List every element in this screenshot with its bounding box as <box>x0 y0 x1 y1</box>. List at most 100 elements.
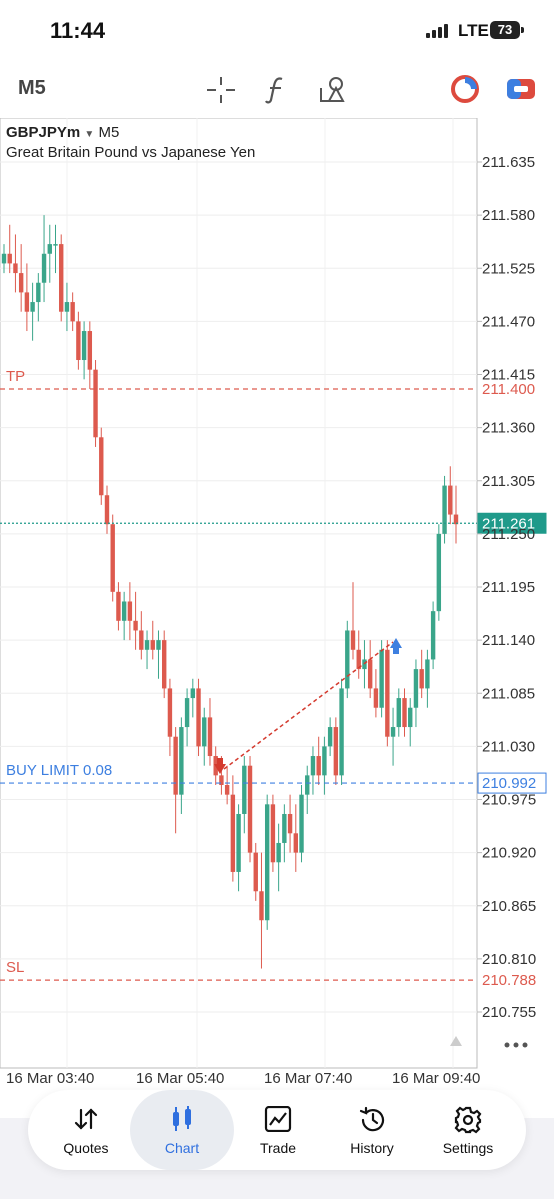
candle-body <box>59 244 64 312</box>
candle-body <box>167 688 173 737</box>
candle <box>81 321 87 380</box>
price-tick-label: 211.030 <box>482 738 535 755</box>
sl-price-box <box>477 969 547 991</box>
candle-body <box>1 253 7 264</box>
buy-arrow-icon <box>390 638 402 648</box>
candle-body <box>259 891 264 921</box>
candle <box>350 582 356 660</box>
candle <box>64 282 70 332</box>
chevron-down-icon[interactable]: ▼ <box>84 129 95 140</box>
candle <box>390 707 396 766</box>
candle <box>173 727 178 834</box>
candlestick-chart[interactable]: TP 211.400 211.261 BUY LIMIT 0.08 210.992 SL 2… <box>0 118 554 1118</box>
candle-body <box>339 688 344 776</box>
candle <box>144 630 150 670</box>
nav-label: Chart <box>164 1140 200 1156</box>
candle <box>93 360 98 447</box>
candle-body <box>184 698 190 728</box>
candle-body <box>224 785 230 795</box>
candle <box>259 852 264 969</box>
candle <box>1 244 7 274</box>
candle <box>70 292 75 332</box>
buy-limit-label: BUY LIMIT 0.08 <box>6 762 112 779</box>
candle-body <box>127 601 133 621</box>
candle <box>53 224 58 274</box>
candle-body <box>305 775 310 795</box>
objects-icon[interactable] <box>318 74 348 104</box>
candle <box>202 707 207 766</box>
candle-body <box>299 794 304 853</box>
market-clock-icon[interactable] <box>450 74 480 104</box>
candle-body <box>413 669 419 708</box>
settings-icon <box>454 1106 482 1134</box>
candle <box>425 649 430 708</box>
candle <box>442 475 447 544</box>
candle-body <box>139 630 144 650</box>
candle <box>282 804 287 863</box>
function-icon[interactable] <box>264 76 288 104</box>
candle-body <box>202 717 207 747</box>
candle <box>59 234 64 322</box>
candle-body <box>287 813 293 834</box>
price-tick-label: 211.305 <box>482 473 535 490</box>
candle-body <box>18 273 24 293</box>
timeframe-button[interactable]: M5 <box>18 77 46 99</box>
candle-body <box>270 804 276 863</box>
candle <box>345 620 350 699</box>
symbol-name[interactable]: GBPJPYm <box>6 124 81 141</box>
candle-body <box>173 736 178 795</box>
buy-arrow-stem <box>393 647 399 654</box>
price-tick-label: 211.085 <box>482 685 535 702</box>
candle-body <box>253 852 258 892</box>
candle-body <box>64 302 70 312</box>
candle-body <box>144 640 150 650</box>
candle-body <box>7 253 12 264</box>
candle <box>276 823 281 892</box>
candle <box>436 524 442 621</box>
current-price-price-box <box>477 512 547 534</box>
price-tick-label: 211.525 <box>482 260 535 277</box>
nav-trade[interactable]: Trade <box>230 1090 326 1170</box>
candle <box>24 263 30 332</box>
candle-body <box>293 833 298 853</box>
candle <box>224 765 230 805</box>
candle-body <box>373 688 379 708</box>
sell-arrow-icon <box>214 764 226 774</box>
nav-label: History <box>350 1140 394 1156</box>
candle-body <box>379 649 384 708</box>
bottom-navigation: Quotes Chart Trade History S <box>28 1090 526 1170</box>
candle <box>253 842 258 901</box>
candle-body <box>207 717 213 757</box>
candle <box>413 659 419 728</box>
candle-body <box>93 369 98 438</box>
chart-icon <box>173 1106 191 1131</box>
candle-body <box>282 813 287 843</box>
candle-body <box>242 765 247 814</box>
candle-body <box>316 756 321 776</box>
candle <box>396 688 401 737</box>
nav-history[interactable]: History <box>324 1090 420 1170</box>
time-tick-label: 16 Mar 07:40 <box>264 1070 352 1087</box>
candle-body <box>425 659 430 689</box>
candle <box>7 224 12 274</box>
price-tick-label: 211.195 <box>482 579 535 596</box>
nav-quotes[interactable]: Quotes <box>38 1090 134 1170</box>
nav-chart[interactable]: Chart <box>130 1090 234 1170</box>
toggle-icon[interactable] <box>506 78 536 100</box>
crosshair-icon[interactable] <box>206 76 236 104</box>
chart-area[interactable] <box>0 118 554 1118</box>
candle-body <box>356 649 361 670</box>
candle-body <box>110 524 115 592</box>
battery-tip <box>521 27 524 33</box>
candle-body <box>87 331 93 370</box>
candle <box>402 688 407 737</box>
candle-body <box>453 514 459 525</box>
more-options-icon[interactable] <box>504 1042 528 1048</box>
candle-body <box>264 804 270 921</box>
candle <box>110 514 115 602</box>
candle <box>190 678 196 718</box>
scroll-end-icon[interactable] <box>450 1036 462 1046</box>
nav-settings[interactable]: Settings <box>420 1090 516 1170</box>
network-type: LTE <box>458 21 489 40</box>
candle <box>333 717 339 786</box>
